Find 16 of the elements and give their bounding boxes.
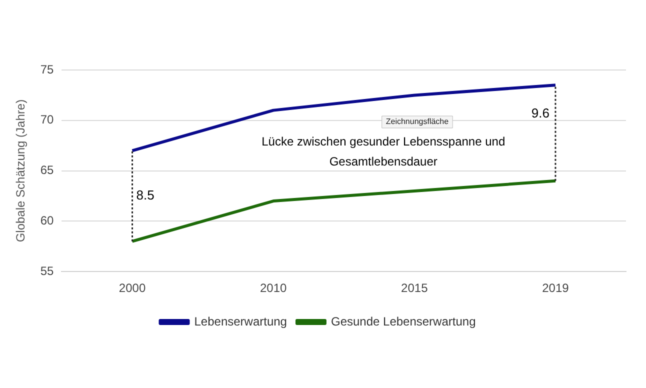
x-tick-label: 2015	[401, 281, 428, 296]
y-tick-label: 60	[40, 214, 54, 228]
y-tick-label: 70	[40, 112, 54, 127]
y-tick-label: 55	[40, 264, 54, 278]
annotation: 8.5	[136, 188, 154, 203]
y-tick-label: 65	[40, 163, 54, 178]
annotation: 9.6	[531, 105, 550, 120]
y-tick-label: 75	[40, 62, 54, 76]
y-axis-title: Globale Schätzung (Jahre)	[14, 99, 28, 242]
legend-label: Gesunde Lebenserwartung	[330, 314, 476, 328]
annotation: Lücke zwischen gesunder Lebensspanne und Gesamtlebensdauer	[262, 134, 506, 168]
annotation: Zeichnungsfläche	[386, 117, 450, 126]
x-tick-label: 2010	[260, 281, 288, 296]
x-tick-label: 2000	[118, 281, 146, 296]
legend-label: Lebenserwartung	[194, 314, 287, 328]
x-tick-label: 2019	[542, 281, 570, 296]
